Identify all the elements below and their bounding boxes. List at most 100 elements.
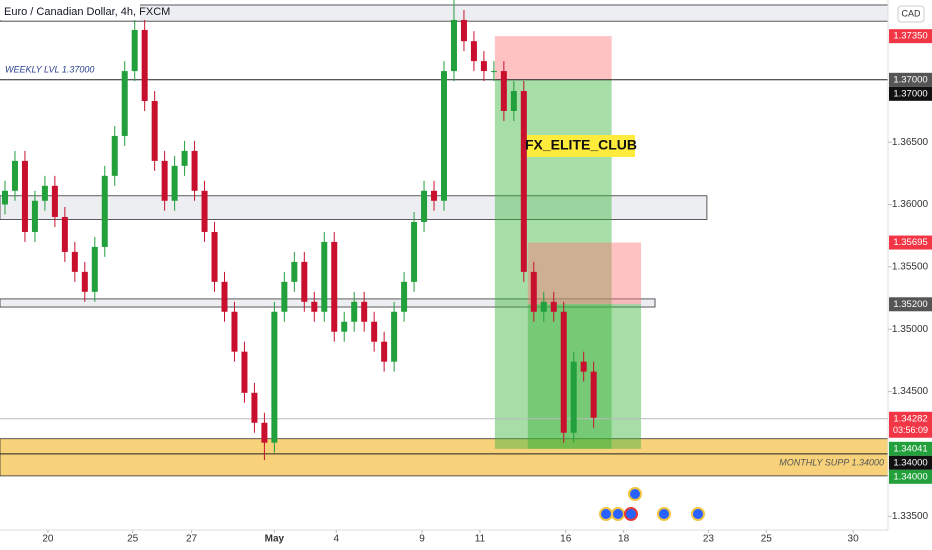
candle-body <box>301 261 308 302</box>
candle-body <box>460 19 467 42</box>
candle-body <box>550 301 557 312</box>
candle-body <box>540 301 547 312</box>
watermark: FX_ELITE_CLUB <box>525 137 637 153</box>
event-icon[interactable] <box>628 487 642 501</box>
candle-body <box>311 301 318 312</box>
event-icon[interactable] <box>691 507 705 521</box>
price-badge-label: 1.34000 <box>893 471 927 482</box>
price-badge <box>889 86 932 101</box>
candle-body <box>321 241 328 312</box>
x-tick-label: 23 <box>703 534 715 545</box>
x-tick-label: 25 <box>761 534 773 545</box>
candle-body <box>391 311 398 362</box>
price-badge-label: 1.37000 <box>893 74 927 85</box>
x-tick-label: 4 <box>333 534 339 545</box>
price-badge <box>889 455 932 470</box>
y-tick-label: 1.35000 <box>892 324 929 335</box>
price-badge <box>889 469 932 484</box>
price-badge <box>889 441 932 456</box>
candle-body <box>171 165 178 201</box>
candle-body <box>570 361 577 433</box>
price-badge <box>889 72 932 87</box>
candle-body <box>271 311 278 443</box>
y-tick-label: 1.35500 <box>892 262 929 273</box>
events <box>599 487 705 521</box>
stop-zone <box>494 36 612 80</box>
zone <box>0 438 889 477</box>
candle-body <box>411 221 418 282</box>
event-icon[interactable] <box>611 507 625 521</box>
x-tick-label: 18 <box>618 534 630 545</box>
watermark-bg <box>527 135 635 157</box>
candle-body <box>530 271 537 312</box>
price-badge-label: 1.34282 <box>893 413 927 424</box>
candle-body <box>480 61 487 72</box>
zone <box>0 298 656 308</box>
candle-body <box>21 160 28 232</box>
chart-title: Euro / Canadian Dollar, 4h, FXCM <box>4 6 170 18</box>
candle-body <box>11 160 18 191</box>
candle-body <box>520 91 527 272</box>
price-badge-label: 1.37350 <box>893 31 927 42</box>
y-tick-label: 1.34500 <box>892 386 929 397</box>
candle-body <box>101 175 108 247</box>
price-badge-label: 1.34041 <box>893 443 927 454</box>
candle-body <box>141 29 148 102</box>
x-tick-label: 20 <box>42 534 54 545</box>
plot <box>0 0 889 477</box>
event-icon[interactable] <box>657 507 671 521</box>
event-icon[interactable] <box>599 507 613 521</box>
candle-body <box>580 361 587 372</box>
currency-box[interactable] <box>897 5 925 23</box>
y-tick-label: 1.33500 <box>892 511 929 522</box>
candle-body <box>31 200 38 232</box>
candle-body <box>231 311 238 352</box>
event-icon[interactable] <box>624 507 638 521</box>
x-tick-label: 11 <box>475 534 486 545</box>
candle-body <box>211 231 218 282</box>
candle-body <box>490 71 497 73</box>
target-zone <box>527 304 642 449</box>
price-badge <box>889 411 932 438</box>
candle-body <box>71 251 78 272</box>
price-badge <box>889 235 932 250</box>
currency[interactable]: CAD <box>901 8 921 18</box>
price-badge-label: 1.35200 <box>893 299 927 310</box>
x-tick-label: 30 <box>848 534 860 545</box>
annotation: MONTHLY SUPP 1.34000 <box>779 457 884 467</box>
candle-body <box>351 301 358 322</box>
price-badge <box>889 297 932 312</box>
candle-body <box>51 185 58 217</box>
candle-body <box>590 371 597 418</box>
candle-body <box>450 19 457 72</box>
x-tick-label: 9 <box>419 534 425 545</box>
candle-body <box>161 160 168 201</box>
price-badge-label: 1.37000 <box>893 88 927 99</box>
candle-body <box>41 185 48 201</box>
candle-body <box>1 190 8 205</box>
price-axis: 1.36500 1.36000 1.35500 1.35000 1.34500 1.335… <box>42 29 932 545</box>
candle-body <box>121 71 128 136</box>
candle-body <box>441 71 447 201</box>
candle-body <box>341 321 348 332</box>
zone <box>0 195 708 220</box>
candle-body <box>500 71 507 111</box>
candle-body <box>281 281 288 312</box>
countdown: 03:56:09 <box>893 425 928 435</box>
candle-body <box>241 351 248 393</box>
candle-body <box>381 341 388 362</box>
candle-body <box>361 301 368 322</box>
candle-body <box>331 241 338 332</box>
x-tick-label: 27 <box>186 534 198 545</box>
y-tick-label: 1.36000 <box>892 199 929 210</box>
candle-body <box>131 29 138 72</box>
title-bg <box>0 4 140 20</box>
x-tick-label: 25 <box>127 534 139 545</box>
candle-body <box>401 281 408 312</box>
price-badge-label: 1.34000 <box>893 457 927 468</box>
candle-body <box>91 246 98 292</box>
y-tick-label: 1.36500 <box>892 137 929 148</box>
price-badge <box>889 29 932 44</box>
x-tick-label: May <box>265 534 285 545</box>
